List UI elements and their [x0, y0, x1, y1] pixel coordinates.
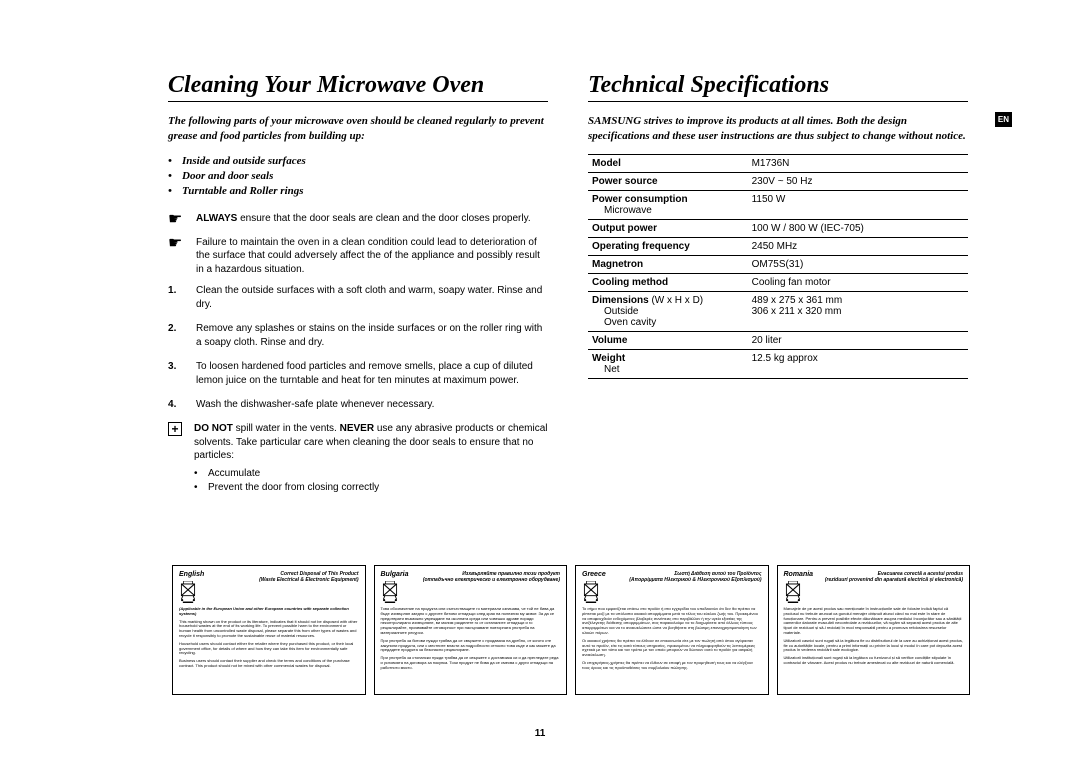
list-item: To loosen hardened food particles and re…: [168, 360, 548, 388]
warn-text: DO NOT spill water in the vents. NEVER u…: [194, 423, 547, 461]
table-row: WeightNet12.5 kg approx: [588, 349, 968, 378]
pointer-icon: ☛: [168, 212, 184, 228]
list-item: Door and door seals: [182, 169, 548, 184]
disposal-title: Evacuarea corectă a acestui produs (rezi…: [819, 571, 963, 583]
cleaning-parts-list: Inside and outside surfaces Door and doo…: [168, 154, 548, 200]
cleaning-steps: Clean the outside surfaces with a soft c…: [168, 284, 548, 412]
disposal-body: Marcajele de pe acest produs sau mențion…: [784, 607, 964, 666]
disposal-title: Correct Disposal of This Product (Waste …: [210, 571, 358, 583]
disposal-body: (Applicable in the European Union and ot…: [179, 607, 359, 669]
tip-strong: ALWAYS: [196, 213, 237, 224]
disposal-title: Σωστή Διάθεση αυτού του Προϊόντος (Απορρ…: [612, 571, 762, 583]
disposal-body: Това обозначение на продукта или съпътст…: [381, 607, 561, 671]
left-intro: The following parts of your microwave ov…: [168, 114, 548, 144]
table-row: MagnetronOM75S(31): [588, 255, 968, 273]
list-item: Inside and outside surfaces: [182, 154, 548, 169]
list-item: Turntable and Roller rings: [182, 184, 548, 199]
language-badge: EN: [995, 112, 1012, 127]
table-row: Power consumptionMicrowave1150 W: [588, 190, 968, 219]
left-title: Cleaning Your Microwave Oven: [168, 72, 548, 102]
tip-text: ensure that the door seals are clean and…: [237, 213, 530, 224]
list-item: Wash the dishwasher-safe plate whenever …: [168, 398, 548, 412]
tip-text: Failure to maintain the oven in a clean …: [196, 236, 548, 277]
table-row: Dimensions (W x H x D)OutsideOven cavity…: [588, 291, 968, 331]
disposal-lang: Bulgaria: [381, 571, 409, 579]
disposal-lang: English: [179, 571, 204, 579]
table-row: ModelM1736N: [588, 154, 968, 172]
list-item: Clean the outside surfaces with a soft c…: [168, 284, 548, 312]
table-row: Operating frequency2450 MHz: [588, 237, 968, 255]
weee-icon: [582, 581, 600, 603]
list-item: Remove any splashes or stains on the ins…: [168, 322, 548, 350]
left-column: Cleaning Your Microwave Oven The followi…: [168, 72, 548, 503]
disposal-lang: Greece: [582, 571, 606, 579]
disposal-lang: Romania: [784, 571, 814, 579]
right-column: Technical Specifications SAMSUNG strives…: [588, 72, 968, 503]
disposal-body: Το σήμα που εμφανίζεται επάνω στο προϊόν…: [582, 607, 762, 671]
weee-icon: [381, 581, 399, 603]
list-item: Accumulate: [194, 467, 548, 481]
pointer-icon: ☛: [168, 236, 184, 277]
tip-always: ☛ ALWAYS ensure that the door seals are …: [168, 212, 548, 228]
disposal-box: Greece Σωστή Διάθεση αυτού του Προϊόντος…: [575, 565, 769, 695]
weee-icon: [784, 581, 802, 603]
page-number: 11: [0, 728, 1080, 739]
right-intro: SAMSUNG strives to improve its products …: [588, 114, 968, 144]
table-row: Output power100 W / 800 W (IEC-705): [588, 219, 968, 237]
table-row: Cooling methodCooling fan motor: [588, 273, 968, 291]
warning-donot: + DO NOT spill water in the vents. NEVER…: [168, 422, 548, 495]
right-title: Technical Specifications: [588, 72, 968, 102]
table-row: Power source230V ~ 50 Hz: [588, 172, 968, 190]
plus-icon: +: [168, 422, 182, 436]
spec-table: ModelM1736NPower source230V ~ 50 HzPower…: [588, 154, 968, 379]
tip-failure: ☛ Failure to maintain the oven in a clea…: [168, 236, 548, 277]
disposal-box: Bulgaria Изхвърляйте правилно този проду…: [374, 565, 568, 695]
disposal-boxes: English Correct Disposal of This Product…: [172, 565, 970, 695]
disposal-box: English Correct Disposal of This Product…: [172, 565, 366, 695]
disposal-box: Romania Evacuarea corectă a acestui prod…: [777, 565, 971, 695]
table-row: Volume20 liter: [588, 331, 968, 349]
list-item: Prevent the door from closing correctly: [194, 481, 548, 495]
disposal-title: Изхвърляйте правилно този продукт (отпад…: [415, 571, 560, 583]
weee-icon: [179, 581, 197, 603]
